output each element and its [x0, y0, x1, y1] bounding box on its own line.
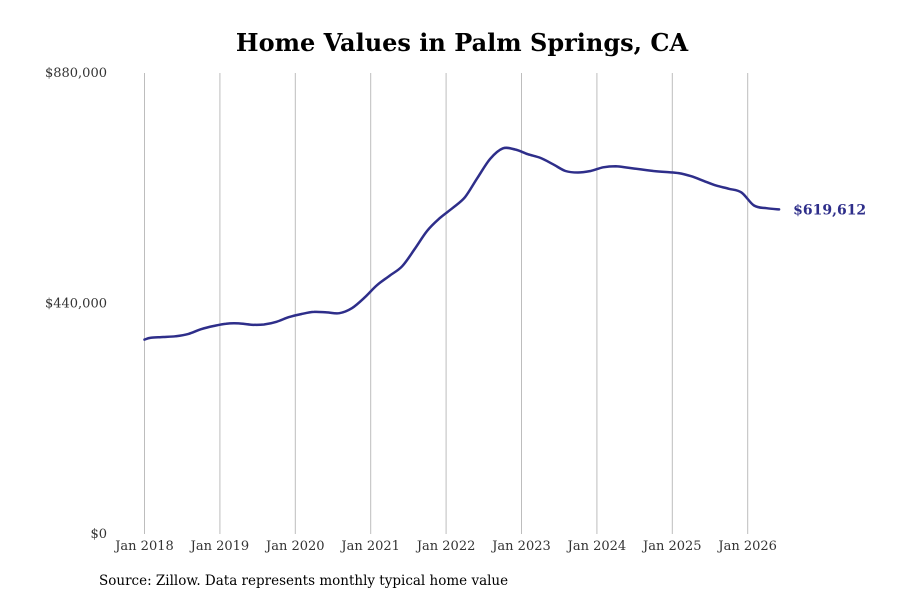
x-tick-label: Jan 2025	[641, 539, 702, 554]
y-tick-label: $880,000	[45, 66, 107, 81]
x-tick-label: Jan 2019	[189, 539, 250, 554]
chart-title: Home Values in Palm Springs, CA	[236, 28, 689, 57]
chart-series	[143, 146, 781, 341]
x-tick-label: Jan 2021	[339, 539, 400, 554]
x-tick-label: Jan 2018	[113, 539, 174, 554]
x-tick-label: Jan 2022	[415, 539, 476, 554]
end-value-label: $619,612	[793, 202, 866, 218]
x-tick-label: Jan 2024	[566, 539, 627, 554]
source-note: Source: Zillow. Data represents monthly …	[99, 573, 509, 589]
x-tick-label: Jan 2026	[716, 539, 777, 554]
y-tick-label: $0	[90, 527, 107, 542]
chart-grid	[144, 73, 749, 534]
x-tick-label: Jan 2020	[264, 539, 325, 554]
x-tick-label: Jan 2023	[490, 539, 551, 554]
series-line	[143, 146, 781, 341]
y-axis-ticks: $0 $440,000 $880,000	[45, 66, 107, 542]
x-axis-ticks: Jan 2018 Jan 2019 Jan 2020 Jan 2021 Jan 2022…	[113, 539, 777, 554]
y-tick-label: $440,000	[45, 297, 107, 312]
